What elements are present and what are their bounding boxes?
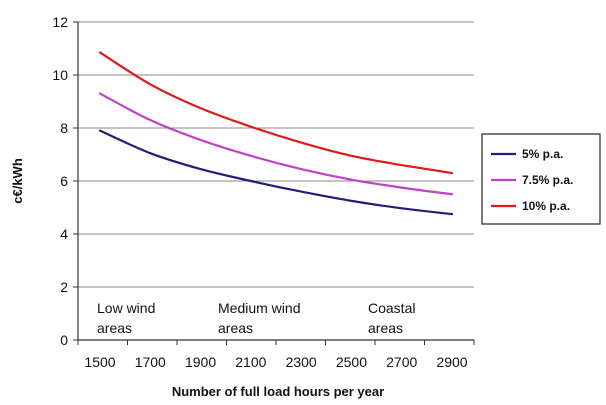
y-tick-label-2: 4	[60, 226, 68, 242]
annotation-layer: Low wind areas Medium wind areas Coastal area…	[97, 300, 415, 336]
region-label-0-line1: Low wind	[97, 300, 155, 316]
y-tick-label-0: 0	[60, 332, 68, 348]
y-tick-label-4: 8	[60, 120, 68, 136]
x-tick-label-4: 2300	[286, 354, 317, 370]
region-label-2-line2: areas	[368, 320, 403, 336]
y-tick-label-6: 12	[52, 14, 68, 30]
x-tick-label-6: 2700	[386, 354, 417, 370]
legend-label-1: 7.5% p.a.	[522, 173, 573, 187]
series-line-1	[98, 92, 454, 196]
legend: 5% p.a. 7.5% p.a. 10% p.a.	[481, 133, 601, 225]
region-label-0-line2: areas	[97, 320, 132, 336]
y-axis-title: c€/kWh	[10, 158, 25, 204]
x-tick-label-2: 1900	[185, 354, 216, 370]
y-tick-label-3: 6	[60, 173, 68, 189]
x-tick-label-1: 1700	[135, 354, 166, 370]
x-tick-label-0: 1500	[84, 354, 115, 370]
x-tick-label-5: 2500	[336, 354, 367, 370]
legend-label-2: 10% p.a.	[522, 199, 570, 213]
region-label-1-line2: areas	[218, 320, 253, 336]
series-layer	[98, 51, 454, 216]
series-line-2	[98, 51, 454, 175]
grid-layer	[78, 21, 474, 288]
y-tick-label-1: 2	[60, 279, 68, 295]
region-label-1-line1: Medium wind	[218, 300, 300, 316]
y-tick-label-5: 10	[52, 67, 68, 83]
axis-layer: 0 2 4 6 8 10 12 1500 1700 1900 2100 2300 2500 2700 290…	[52, 14, 475, 370]
x-axis-title: Number of full load hours per year	[172, 384, 384, 399]
x-tick-label-3: 2100	[235, 354, 266, 370]
x-tick-label-7: 2900	[436, 354, 467, 370]
legend-label-0: 5% p.a.	[522, 147, 563, 161]
series-line-0	[98, 129, 454, 216]
region-label-2-line1: Coastal	[368, 300, 415, 316]
